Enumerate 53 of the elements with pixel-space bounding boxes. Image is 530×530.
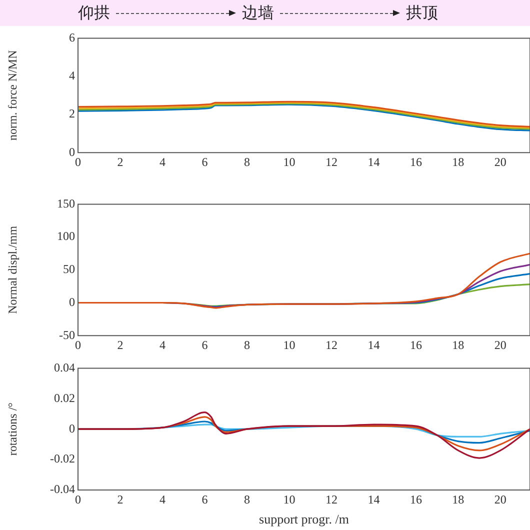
text: 仰拱: [78, 2, 110, 24]
x-tick-label: 8: [244, 338, 250, 352]
x-tick-label: 18: [452, 492, 464, 506]
line-series: [78, 252, 530, 309]
x-tick-label: 10: [283, 492, 296, 506]
y-tick-label: 50: [63, 262, 75, 276]
x-axis-title: support progr. /m: [259, 512, 349, 527]
x-tick-label: 4: [159, 338, 166, 352]
y-tick-label: -0.04: [50, 482, 75, 496]
text: 拱顶: [406, 2, 438, 24]
y-axis-title: rotations /°: [5, 402, 20, 456]
x-tick-label: 12: [325, 154, 338, 169]
y-tick-label: 150: [57, 196, 75, 210]
x-tick-label: 12: [325, 338, 338, 352]
y-tick-label: -50: [59, 328, 75, 342]
y-tick-label: 6: [69, 30, 75, 44]
x-tick-label: 16: [410, 154, 422, 169]
x-tick-label: 20: [494, 338, 506, 352]
x-tick-label: 14: [368, 154, 380, 169]
x-tick-label: 8: [244, 154, 250, 169]
y-tick-label: 0: [69, 294, 75, 309]
x-tick-label: 6: [202, 154, 208, 169]
x-tick-label: 2: [117, 154, 124, 169]
x-tick-label: 12: [325, 492, 338, 506]
x-tick-label: 14: [368, 492, 380, 506]
x-tick-label: 10: [283, 338, 296, 352]
y-tick-label: 0: [69, 421, 75, 436]
x-tick-label: 16: [410, 338, 422, 352]
x-tick-label: 2: [117, 338, 124, 352]
y-tick-label: 0.04: [54, 360, 75, 374]
x-tick-label: 4: [159, 492, 166, 506]
x-tick-label: 2: [117, 492, 124, 506]
x-tick-label: 6: [202, 492, 208, 506]
y-tick-label: 0: [69, 144, 75, 159]
y-tick-label: 0.02: [54, 390, 75, 405]
x-tick-label: 10: [283, 154, 296, 169]
x-tick-label: 20: [494, 492, 506, 506]
x-tick-label: 6: [202, 338, 208, 352]
y-tick-label: 100: [57, 229, 75, 244]
line-series: [78, 412, 530, 459]
x-tick-label: 4: [159, 154, 166, 169]
x-tick-label: 14: [368, 338, 380, 352]
y-tick-label: -0.02: [50, 452, 75, 466]
x-tick-label: 16: [410, 492, 422, 506]
x-tick-label: 18: [452, 154, 464, 169]
y-tick-label: 4: [69, 68, 75, 82]
y-tick-label: 2: [69, 106, 75, 121]
y-axis-title: norm. force N/MN: [5, 50, 20, 141]
x-tick-label: 18: [452, 338, 464, 352]
text: 边墙: [242, 2, 274, 24]
x-tick-label: 8: [244, 492, 250, 506]
x-tick-label: 20: [494, 154, 506, 169]
y-axis-title: Normal displ./mm: [5, 225, 20, 314]
